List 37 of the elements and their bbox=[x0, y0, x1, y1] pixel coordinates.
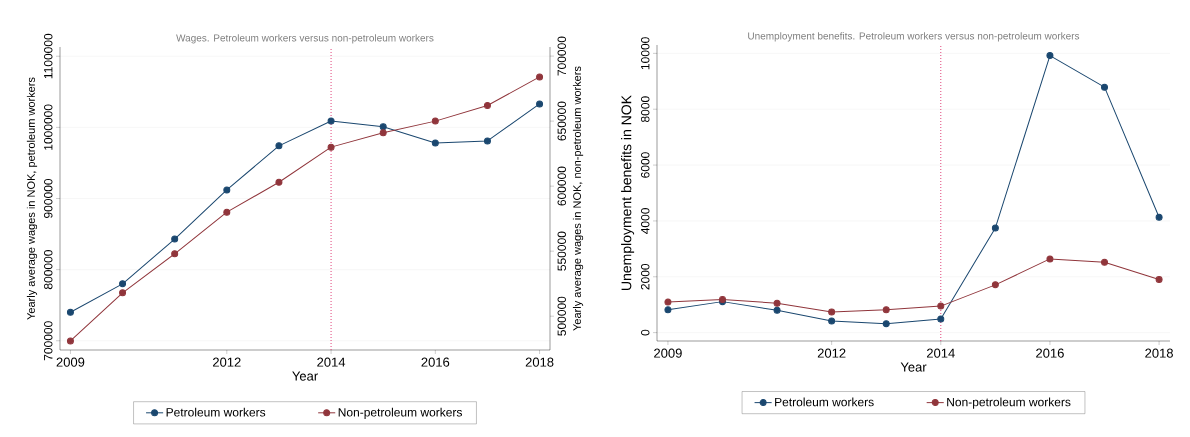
y-tick-label: 700000 bbox=[44, 321, 53, 361]
x-tick-label: 2012 bbox=[213, 357, 241, 367]
x-tick-label: 2009 bbox=[56, 357, 85, 367]
x-tick-label: 2014 bbox=[317, 357, 346, 367]
legend-label: Petroleum workers bbox=[166, 407, 266, 417]
y-tick-label: 1100000 bbox=[44, 33, 53, 79]
y-axis-title: Unemployment benefits in NOK bbox=[621, 95, 635, 290]
y-tick-label: 900000 bbox=[44, 178, 53, 218]
legend-label: Petroleum workers bbox=[775, 397, 874, 407]
x-axis-title: Year bbox=[900, 362, 927, 372]
y2-tick-label: 550000 bbox=[557, 231, 567, 271]
chart-title: Wages. Petroleum workers versus non-petroleum workers bbox=[176, 34, 434, 44]
y2-axis-title: Yearly average wages in NOK, non-petroleum workers bbox=[572, 66, 584, 331]
y-tick-label: 1000000 bbox=[44, 104, 53, 150]
x-tick-label: 2014 bbox=[926, 348, 955, 358]
y-tick-label: 6000 bbox=[640, 152, 650, 178]
y-tick-label: 800000 bbox=[44, 250, 53, 290]
y2-tick-label: 700000 bbox=[557, 36, 567, 76]
y2-tick-label: 650000 bbox=[557, 101, 567, 141]
legend-label: Non-petroleum workers bbox=[947, 397, 1071, 409]
y-tick-label: 0 bbox=[640, 329, 650, 336]
x-tick-label: 2016 bbox=[1036, 348, 1064, 358]
y-tick-label: 2000 bbox=[640, 263, 650, 290]
x-tick-label: 2018 bbox=[1145, 348, 1173, 358]
y-tick-label: 4000 bbox=[640, 208, 650, 234]
x-axis-title: Year bbox=[292, 371, 318, 381]
y-axis-title: Yearly average wages in NOK, petroleum workers bbox=[26, 77, 38, 320]
x-tick-label: 2016 bbox=[421, 357, 450, 367]
legend-label: Non-petroleum workers bbox=[338, 407, 462, 419]
y-tick-label: 10000 bbox=[640, 37, 650, 70]
y2-tick-label: 600000 bbox=[557, 166, 567, 206]
y-tick-label: 8000 bbox=[640, 96, 650, 123]
x-tick-label: 2018 bbox=[525, 357, 554, 367]
chart-title: Unemployment benefits. Petroleum workers versus non-petroleum workers bbox=[748, 32, 1080, 42]
y2-tick-label: 500000 bbox=[557, 296, 567, 336]
x-tick-label: 2012 bbox=[817, 348, 846, 358]
x-tick-label: 2009 bbox=[654, 348, 682, 358]
